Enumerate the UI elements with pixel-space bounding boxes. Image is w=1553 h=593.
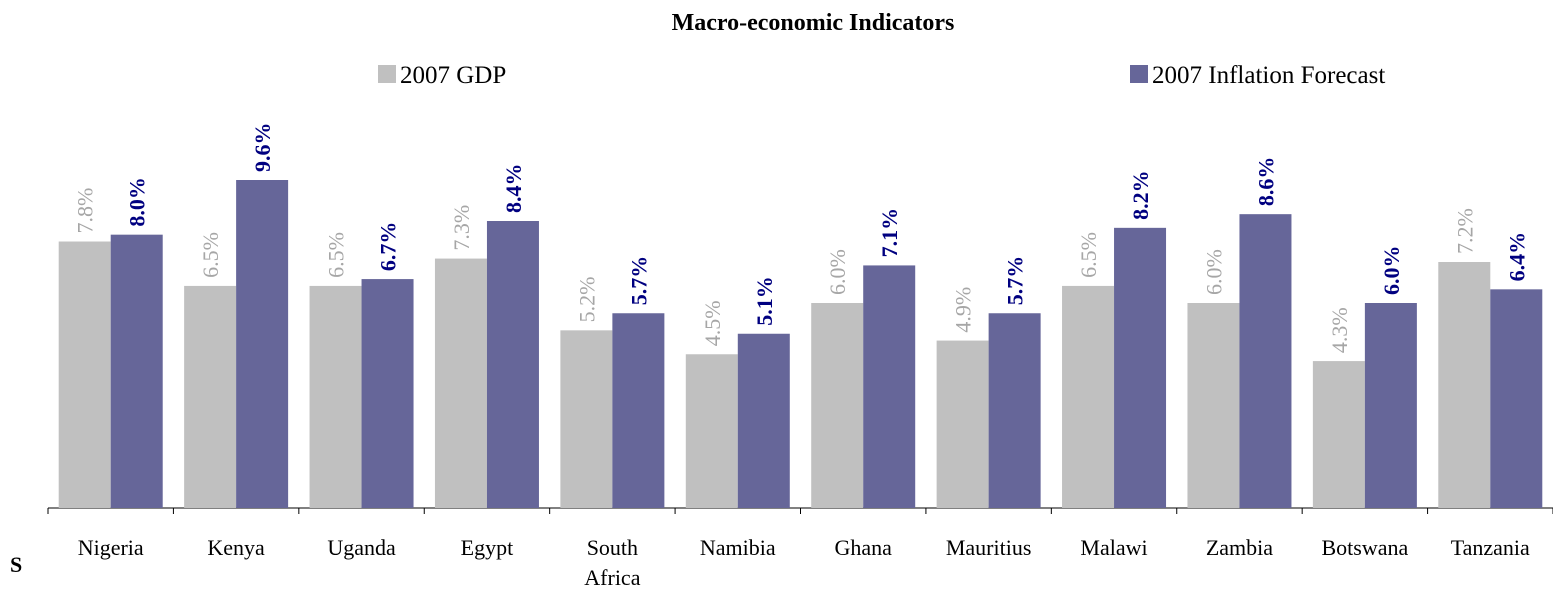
x-tick-label: Namibia (699, 535, 776, 560)
bar (1364, 303, 1417, 508)
data-label: 8.0% (125, 177, 150, 227)
data-label: 4.3% (1327, 307, 1352, 353)
bar (811, 303, 864, 508)
bar (988, 313, 1041, 508)
data-label: 8.4% (501, 164, 526, 214)
data-label: 6.7% (376, 222, 401, 272)
annotation: S (10, 552, 22, 577)
data-label: 6.0% (825, 249, 850, 295)
data-label: 6.5% (1076, 232, 1101, 278)
data-label: 5.7% (626, 256, 651, 306)
bar (560, 330, 613, 508)
bar (1312, 361, 1365, 508)
x-tick-label: Malawi (1080, 535, 1148, 560)
data-label: 5.2% (574, 277, 599, 323)
bar (110, 234, 163, 508)
bar (486, 221, 539, 508)
legend-swatch (1130, 65, 1148, 83)
data-label: 7.1% (877, 208, 902, 258)
bar (737, 333, 790, 508)
legend-swatch (378, 65, 396, 83)
x-tick-label: Uganda (327, 535, 396, 560)
legend-label: 2007 Inflation Forecast (1152, 62, 1385, 89)
bar (434, 258, 487, 508)
bar (863, 265, 916, 508)
x-tick-label: Egypt (460, 535, 514, 560)
bar (1187, 303, 1240, 508)
data-label: 7.8% (73, 188, 98, 234)
bar (361, 279, 414, 508)
data-label: 8.2% (1128, 170, 1153, 220)
bar (236, 180, 289, 508)
data-label: 7.3% (449, 205, 474, 251)
data-label: 6.0% (1201, 249, 1226, 295)
bar (184, 285, 237, 508)
data-label: 6.0% (1379, 246, 1404, 296)
x-tick-label: Ghana (834, 535, 892, 560)
x-tick-label: Kenya (207, 535, 265, 560)
bar (1062, 285, 1115, 508)
data-label: 4.5% (700, 300, 725, 346)
legend-label: 2007 GDP (400, 62, 506, 89)
x-tick-label: South Africa (584, 535, 641, 590)
x-tick-label: Botswana (1321, 535, 1409, 560)
data-label: 6.5% (324, 232, 349, 278)
bar (936, 340, 989, 508)
x-tick-label: Nigeria (77, 535, 144, 560)
data-label: 8.6% (1253, 157, 1278, 207)
bar (1114, 227, 1167, 509)
bar (685, 354, 738, 508)
data-label: 9.6% (250, 123, 275, 173)
data-label: 6.5% (198, 232, 223, 278)
bar (309, 285, 362, 508)
x-tick-label: Zambia (1205, 535, 1274, 560)
bar (1239, 214, 1292, 508)
bar (58, 241, 111, 508)
data-label: 5.1% (752, 276, 777, 326)
bar (1438, 262, 1491, 508)
x-tick-label: Tanzania (1450, 535, 1530, 560)
data-label: 6.4% (1504, 232, 1529, 282)
data-label: 5.7% (1003, 256, 1028, 306)
x-tick-label: Mauritius (945, 535, 1032, 560)
bar (612, 313, 665, 508)
data-label: 7.2% (1452, 208, 1477, 254)
data-label: 4.9% (951, 287, 976, 333)
chart-title: Macro-economic Indicators (672, 10, 955, 36)
bar (1490, 289, 1543, 508)
